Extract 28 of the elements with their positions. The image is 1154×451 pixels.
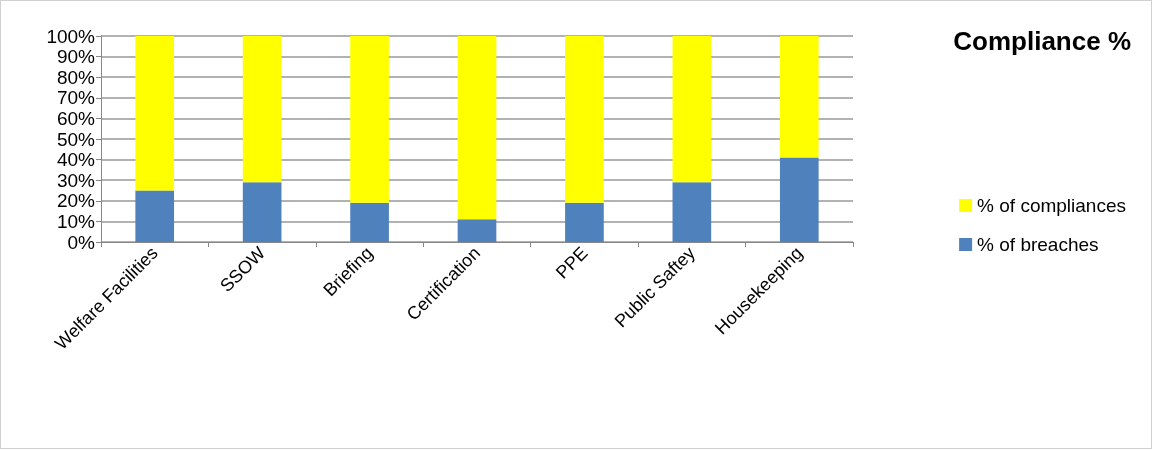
bar bbox=[672, 182, 712, 242]
bar bbox=[457, 36, 497, 220]
text: Compliance % bbox=[953, 26, 1132, 56]
y-tick-label: 20% bbox=[56, 190, 96, 212]
bar bbox=[779, 36, 819, 158]
y-tick-label: 40% bbox=[56, 149, 96, 171]
bar bbox=[242, 182, 282, 242]
y-tick-label: 50% bbox=[56, 128, 96, 150]
bar bbox=[565, 202, 604, 242]
y-tick-label: 60% bbox=[56, 107, 96, 129]
y-tick-label: 10% bbox=[56, 210, 96, 232]
y-tick-label: 0% bbox=[67, 231, 96, 253]
bar bbox=[350, 202, 389, 242]
legend-label: % of breaches bbox=[977, 234, 1099, 255]
bar bbox=[672, 36, 712, 183]
bar bbox=[135, 36, 175, 191]
bar bbox=[565, 36, 604, 203]
y-tick-label: 90% bbox=[56, 46, 96, 68]
y-tick-label: 80% bbox=[56, 66, 96, 88]
y-tick-label: 100% bbox=[46, 25, 96, 47]
legend-label: % of compliances bbox=[977, 195, 1126, 216]
bar bbox=[135, 190, 175, 242]
bar bbox=[350, 36, 389, 203]
bar bbox=[457, 219, 497, 242]
bar bbox=[779, 157, 819, 242]
bar bbox=[242, 36, 282, 183]
y-tick-label: 30% bbox=[56, 169, 96, 191]
y-tick-label: 70% bbox=[56, 87, 96, 109]
